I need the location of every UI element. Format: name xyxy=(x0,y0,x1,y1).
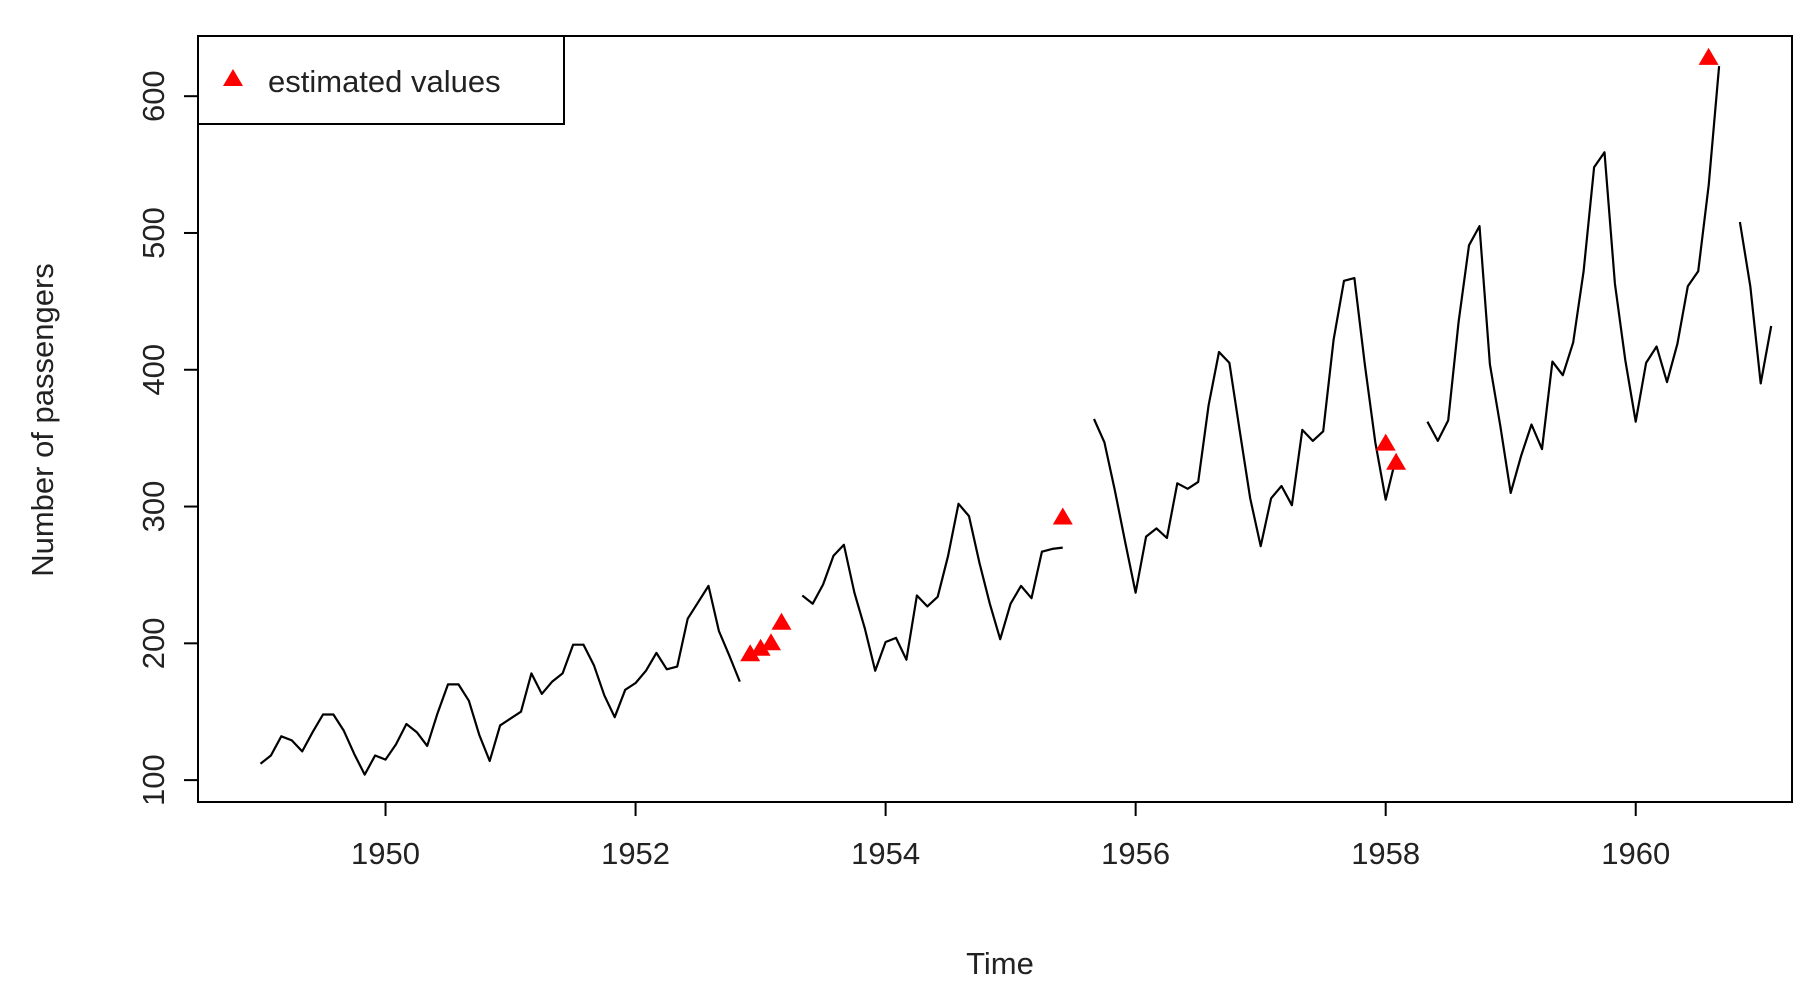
y-tick-label: 300 xyxy=(136,481,171,533)
x-tick-label: 1960 xyxy=(1601,836,1670,871)
estimated-value-marker xyxy=(740,644,761,662)
estimated-value-marker xyxy=(761,633,781,651)
plot-frame xyxy=(197,35,1793,803)
series-line-segment xyxy=(1738,221,1773,385)
x-axis-label: Time xyxy=(966,946,1034,981)
y-axis-label: Number of passengers xyxy=(25,263,60,577)
x-tick-label: 1954 xyxy=(851,836,920,871)
legend: estimated values xyxy=(197,35,565,125)
axes: 1950 1952 1954 1956 1958 1960 100 200 300 400 500 6… xyxy=(136,35,1793,871)
y-tick-label: 500 xyxy=(136,207,171,259)
y-tick-label: 100 xyxy=(136,754,171,806)
x-tick-label: 1950 xyxy=(351,836,420,871)
plot-area xyxy=(259,47,1773,776)
estimated-value-marker xyxy=(771,612,792,630)
legend-box xyxy=(197,35,565,125)
y-tick-label: 200 xyxy=(136,617,171,669)
x-tick-label: 1956 xyxy=(1101,836,1170,871)
series-line-segment xyxy=(1426,66,1721,494)
series-line-segment xyxy=(801,502,1063,672)
series-line-segment xyxy=(1092,277,1398,594)
y-tick-label: 400 xyxy=(136,344,171,396)
legend-marker xyxy=(223,69,243,86)
legend-label: estimated values xyxy=(268,64,501,99)
x-tick-label: 1958 xyxy=(1351,836,1420,871)
estimated-value-marker xyxy=(750,638,771,656)
x-tick-label: 1952 xyxy=(601,836,670,871)
estimated-value-marker xyxy=(1052,507,1073,525)
estimated-value-marker xyxy=(1375,433,1396,451)
y-tick-label: 600 xyxy=(136,70,171,122)
estimated-value-marker xyxy=(1698,47,1719,65)
estimated-value-marker xyxy=(1386,452,1407,470)
series-line-segment xyxy=(259,584,741,776)
